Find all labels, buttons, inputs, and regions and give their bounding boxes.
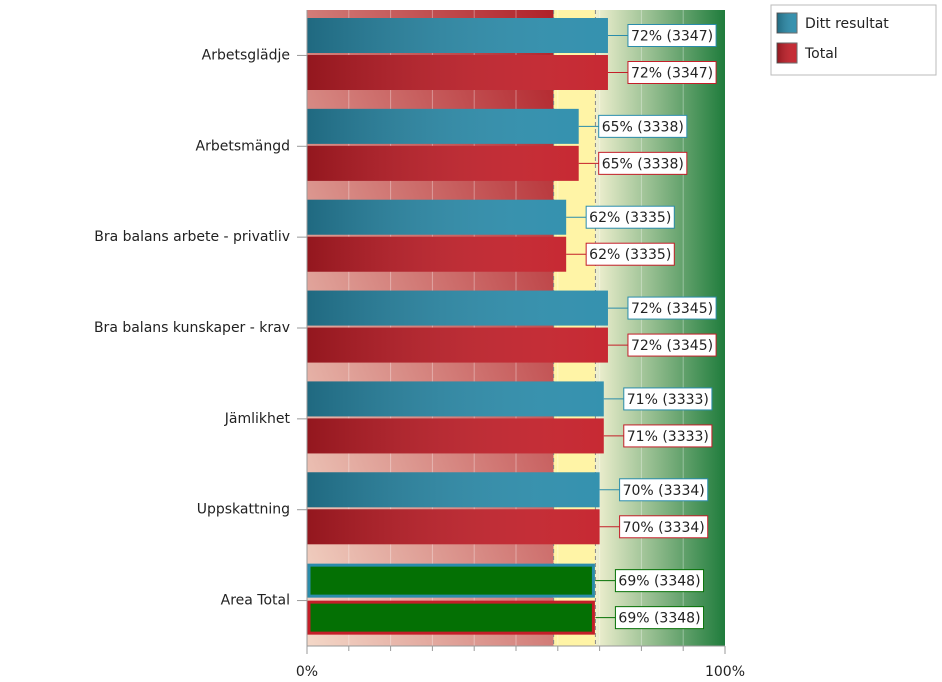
category-label: Jämlikhet — [224, 411, 291, 427]
x-tick-label: 100% — [705, 664, 745, 680]
legend-shade — [777, 13, 797, 33]
bar-shade — [307, 290, 608, 326]
label-box — [598, 114, 688, 138]
category-label: Area Total — [221, 593, 290, 609]
data-label: 72% (3345) — [631, 301, 713, 317]
bar-shade — [307, 145, 579, 181]
legend-label: Total — [804, 46, 838, 62]
label-box — [614, 606, 705, 630]
label-box — [585, 242, 675, 266]
bar-shade — [307, 418, 604, 454]
data-label: 65% (3338) — [602, 119, 684, 135]
band — [595, 10, 725, 646]
bar-shade — [307, 327, 608, 363]
legend-frame — [770, 4, 937, 76]
label-box — [627, 24, 717, 47]
bar — [307, 600, 595, 635]
data-label: 62% (3335) — [589, 247, 671, 263]
x-tick-label: 0% — [296, 664, 318, 680]
data-label: 72% (3347) — [631, 29, 713, 45]
data-label: 71% (3333) — [627, 429, 709, 445]
data-label: 65% (3338) — [602, 156, 684, 172]
data-label: 70% (3334) — [623, 520, 705, 536]
bar — [307, 563, 595, 598]
legend: Ditt resultat Total — [770, 4, 937, 76]
label-box — [623, 424, 713, 448]
data-label: 69% (3348) — [618, 574, 700, 590]
label-box — [627, 61, 717, 84]
category-label: Arbetsmängd — [196, 138, 290, 154]
data-label: 69% (3348) — [618, 611, 700, 627]
data-label: 62% (3335) — [589, 210, 671, 226]
category-label: Bra balans arbete - privatliv — [94, 229, 290, 245]
label-box — [619, 478, 709, 502]
label-box — [598, 151, 688, 175]
bar-shade — [307, 55, 608, 90]
bar-shade — [307, 509, 600, 545]
data-label: 72% (3347) — [631, 66, 713, 82]
label-box — [619, 515, 709, 539]
category-label: Uppskattning — [197, 502, 290, 518]
data-label: 70% (3334) — [623, 483, 705, 499]
label-box — [627, 333, 717, 357]
label-box — [627, 296, 717, 320]
label-box — [585, 205, 675, 229]
bar-shade — [307, 381, 604, 417]
data-label: 72% (3345) — [631, 338, 713, 354]
bar-shade — [307, 472, 600, 508]
bar-shade — [307, 199, 567, 235]
legend-shade — [777, 43, 797, 63]
label-box — [623, 387, 713, 411]
data-label: 71% (3333) — [627, 392, 709, 408]
category-label: Bra balans kunskaper - krav — [94, 320, 290, 336]
category-label: Arbetsglädje — [202, 47, 290, 63]
label-box — [614, 569, 705, 593]
bar-shade — [307, 18, 608, 53]
legend-label: Ditt resultat — [805, 16, 889, 32]
bar-shade — [307, 108, 579, 144]
bar-shade — [307, 236, 567, 272]
